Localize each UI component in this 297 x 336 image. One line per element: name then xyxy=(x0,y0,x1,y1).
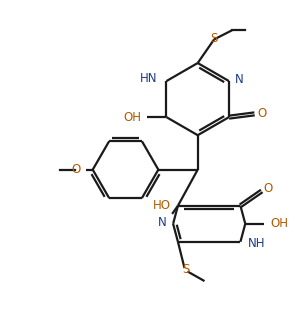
Text: HN: HN xyxy=(140,72,157,85)
Text: NH: NH xyxy=(248,237,265,250)
Text: O: O xyxy=(257,107,266,120)
Text: N: N xyxy=(235,73,244,86)
Text: OH: OH xyxy=(271,217,289,230)
Text: S: S xyxy=(182,263,189,276)
Text: OH: OH xyxy=(124,111,142,124)
Text: S: S xyxy=(210,32,218,45)
Text: O: O xyxy=(71,163,80,176)
Text: HO: HO xyxy=(152,199,170,212)
Text: N: N xyxy=(158,216,167,228)
Text: O: O xyxy=(264,182,273,195)
